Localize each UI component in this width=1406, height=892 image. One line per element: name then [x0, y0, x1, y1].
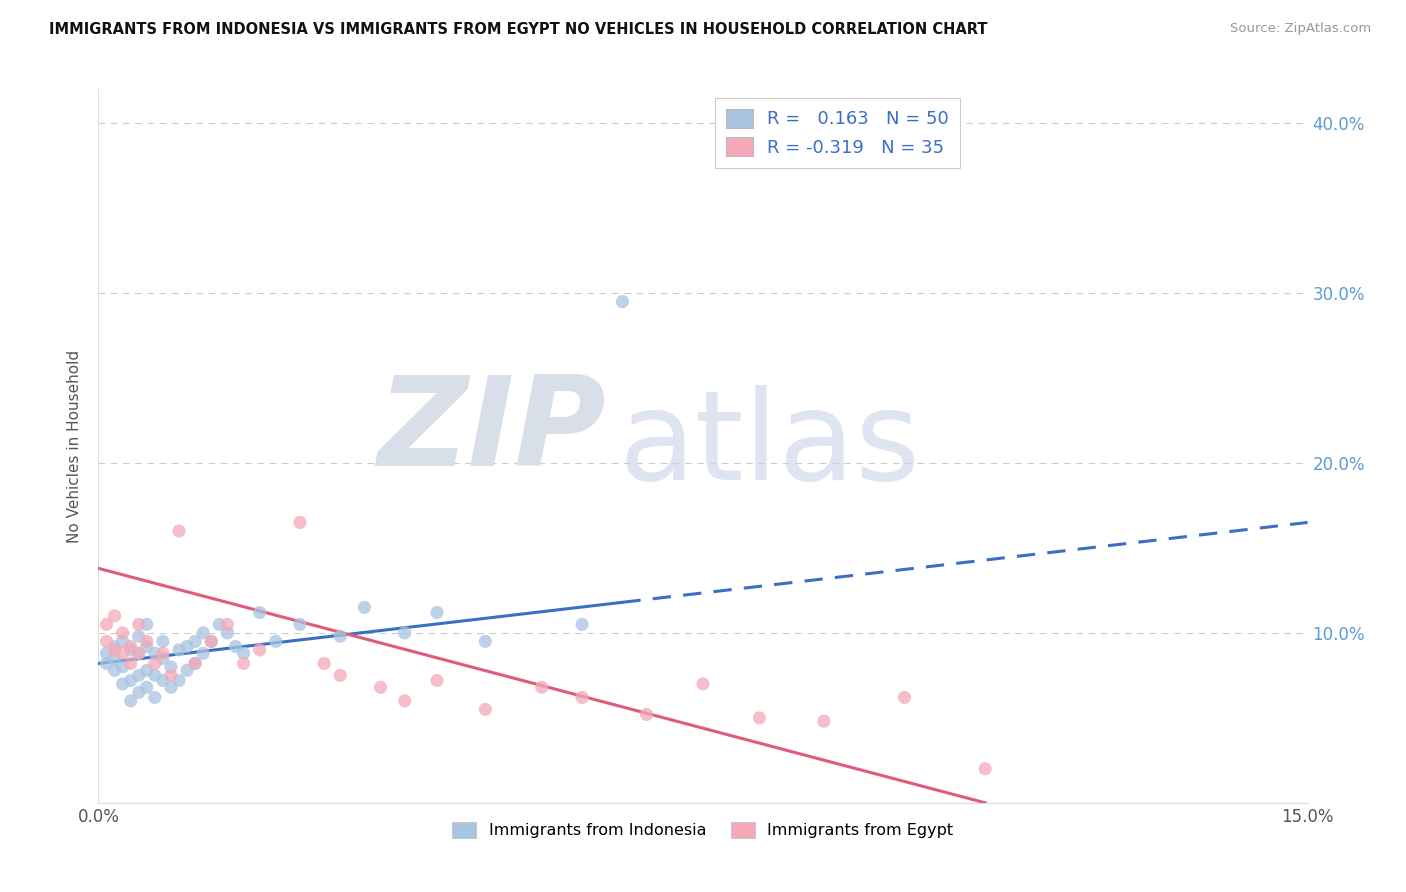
Point	[426, 606, 449, 620]
Point	[474, 634, 496, 648]
Point	[103, 651, 125, 665]
Point	[893, 690, 915, 705]
Point	[160, 680, 183, 694]
Point	[111, 660, 134, 674]
Point	[571, 617, 593, 632]
Point	[184, 657, 207, 671]
Point	[184, 634, 207, 648]
Point	[120, 694, 142, 708]
Point	[530, 680, 553, 694]
Point	[217, 626, 239, 640]
Point	[160, 668, 183, 682]
Point	[394, 694, 416, 708]
Point	[103, 640, 125, 654]
Point	[167, 643, 190, 657]
Point	[353, 600, 375, 615]
Point	[571, 690, 593, 705]
Point	[612, 294, 634, 309]
Point	[288, 516, 311, 530]
Point	[96, 646, 118, 660]
Point	[176, 640, 198, 654]
Point	[111, 646, 134, 660]
Point	[200, 634, 222, 648]
Point	[394, 626, 416, 640]
Point	[120, 673, 142, 688]
Point	[143, 646, 166, 660]
Point	[135, 663, 157, 677]
Point	[160, 660, 183, 674]
Text: Source: ZipAtlas.com: Source: ZipAtlas.com	[1230, 22, 1371, 36]
Point	[135, 640, 157, 654]
Point	[103, 643, 125, 657]
Point	[249, 606, 271, 620]
Point	[813, 714, 835, 729]
Point	[474, 702, 496, 716]
Point	[111, 634, 134, 648]
Point	[152, 673, 174, 688]
Point	[329, 629, 352, 643]
Point	[143, 657, 166, 671]
Point	[224, 640, 246, 654]
Point	[120, 657, 142, 671]
Point	[692, 677, 714, 691]
Point	[128, 646, 150, 660]
Point	[143, 668, 166, 682]
Point	[288, 617, 311, 632]
Point	[135, 617, 157, 632]
Point	[128, 668, 150, 682]
Point	[152, 651, 174, 665]
Legend: Immigrants from Indonesia, Immigrants from Egypt: Immigrants from Indonesia, Immigrants fr…	[446, 816, 960, 845]
Point	[103, 608, 125, 623]
Point	[128, 629, 150, 643]
Text: atlas: atlas	[619, 385, 921, 507]
Point	[200, 634, 222, 648]
Point	[208, 617, 231, 632]
Point	[167, 524, 190, 538]
Point	[103, 663, 125, 677]
Point	[232, 646, 254, 660]
Point	[314, 657, 336, 671]
Point	[128, 617, 150, 632]
Point	[176, 663, 198, 677]
Point	[193, 626, 215, 640]
Point	[748, 711, 770, 725]
Point	[135, 634, 157, 648]
Point	[96, 617, 118, 632]
Point	[184, 657, 207, 671]
Point	[636, 707, 658, 722]
Point	[96, 657, 118, 671]
Text: IMMIGRANTS FROM INDONESIA VS IMMIGRANTS FROM EGYPT NO VEHICLES IN HOUSEHOLD CORR: IMMIGRANTS FROM INDONESIA VS IMMIGRANTS …	[49, 22, 987, 37]
Point	[167, 673, 190, 688]
Point	[232, 657, 254, 671]
Point	[96, 634, 118, 648]
Point	[329, 668, 352, 682]
Point	[370, 680, 392, 694]
Point	[152, 646, 174, 660]
Point	[264, 634, 287, 648]
Point	[111, 626, 134, 640]
Point	[135, 680, 157, 694]
Point	[128, 646, 150, 660]
Text: ZIP: ZIP	[378, 371, 606, 492]
Point	[152, 634, 174, 648]
Point	[111, 677, 134, 691]
Point	[143, 690, 166, 705]
Point	[128, 685, 150, 699]
Point	[120, 643, 142, 657]
Point	[249, 643, 271, 657]
Point	[217, 617, 239, 632]
Point	[974, 762, 997, 776]
Point	[193, 646, 215, 660]
Y-axis label: No Vehicles in Household: No Vehicles in Household	[67, 350, 83, 542]
Point	[426, 673, 449, 688]
Point	[120, 640, 142, 654]
